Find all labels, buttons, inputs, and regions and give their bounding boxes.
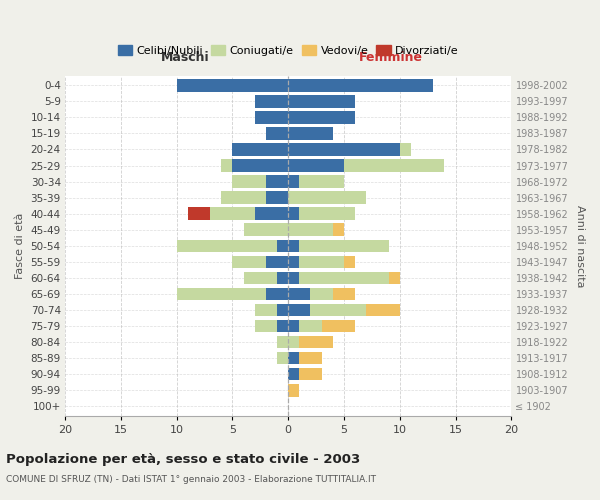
Bar [333, 224, 344, 236]
Bar [266, 176, 288, 188]
Bar [310, 304, 366, 316]
Bar [288, 384, 299, 396]
Bar [288, 192, 366, 204]
Bar [221, 160, 232, 172]
Bar [366, 304, 400, 316]
Bar [266, 256, 288, 268]
Bar [288, 320, 299, 332]
Text: Maschi: Maschi [161, 50, 210, 64]
Bar [299, 368, 322, 380]
Bar [288, 160, 344, 172]
Bar [277, 272, 288, 284]
Bar [299, 176, 344, 188]
Bar [299, 272, 389, 284]
Bar [254, 304, 277, 316]
Bar [288, 208, 299, 220]
Bar [299, 352, 322, 364]
Bar [210, 208, 254, 220]
Bar [288, 143, 400, 156]
Bar [254, 111, 288, 124]
Bar [344, 256, 355, 268]
Text: Popolazione per età, sesso e stato civile - 2003: Popolazione per età, sesso e stato civil… [6, 452, 360, 466]
Bar [288, 240, 299, 252]
Bar [288, 336, 299, 348]
Bar [310, 288, 333, 300]
Bar [232, 160, 288, 172]
Y-axis label: Fasce di età: Fasce di età [15, 212, 25, 279]
Bar [244, 224, 288, 236]
Bar [244, 272, 277, 284]
Bar [176, 288, 266, 300]
Text: COMUNE DI SFRUZ (TN) - Dati ISTAT 1° gennaio 2003 - Elaborazione TUTTITALIA.IT: COMUNE DI SFRUZ (TN) - Dati ISTAT 1° gen… [6, 476, 376, 484]
Bar [288, 95, 355, 108]
Bar [288, 127, 333, 140]
Bar [277, 336, 288, 348]
Bar [288, 224, 333, 236]
Bar [176, 79, 288, 92]
Bar [188, 208, 210, 220]
Bar [254, 208, 288, 220]
Y-axis label: Anni di nascita: Anni di nascita [575, 204, 585, 287]
Bar [344, 160, 445, 172]
Bar [277, 240, 288, 252]
Bar [232, 176, 266, 188]
Bar [288, 288, 310, 300]
Bar [288, 111, 355, 124]
Legend: Celibi/Nubili, Coniugati/e, Vedovi/e, Divorziati/e: Celibi/Nubili, Coniugati/e, Vedovi/e, Di… [113, 40, 463, 60]
Bar [299, 240, 389, 252]
Bar [176, 240, 277, 252]
Bar [389, 272, 400, 284]
Bar [288, 176, 299, 188]
Bar [299, 256, 344, 268]
Bar [288, 368, 299, 380]
Bar [333, 288, 355, 300]
Bar [288, 304, 310, 316]
Bar [288, 256, 299, 268]
Bar [266, 192, 288, 204]
Bar [266, 127, 288, 140]
Bar [277, 320, 288, 332]
Bar [288, 79, 433, 92]
Bar [277, 352, 288, 364]
Text: Femmine: Femmine [359, 50, 423, 64]
Bar [221, 192, 266, 204]
Bar [254, 320, 277, 332]
Bar [266, 288, 288, 300]
Bar [299, 336, 333, 348]
Bar [299, 320, 322, 332]
Bar [400, 143, 411, 156]
Bar [277, 304, 288, 316]
Bar [288, 352, 299, 364]
Bar [232, 256, 266, 268]
Bar [232, 143, 288, 156]
Bar [322, 320, 355, 332]
Bar [254, 95, 288, 108]
Bar [299, 208, 355, 220]
Bar [288, 272, 299, 284]
